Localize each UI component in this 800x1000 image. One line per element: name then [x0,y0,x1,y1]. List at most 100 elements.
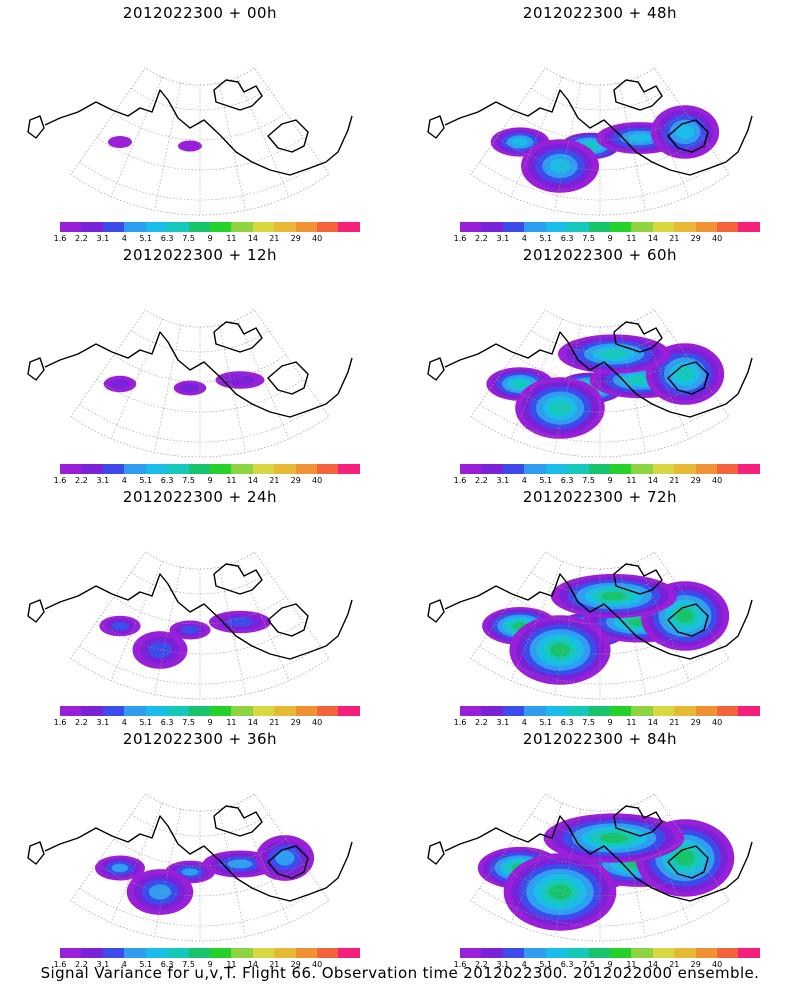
colorbar-swatch [81,222,103,232]
colorbar-swatch [124,464,146,474]
meridian-gridline [510,561,563,681]
colorbar-swatch [60,464,82,474]
colorbar [460,948,760,958]
colorbar-tick-label: 40 [712,718,723,727]
colorbar-swatch [524,222,546,232]
forecast-map-panel: 2012022300 + 60h 1.6 2.2 3.1 4 5.1 6.3 7.5 9 11 14… [400,242,800,487]
colorbar-swatch [209,464,232,474]
colorbar-tick-label: 4 [121,476,127,485]
colorbar-swatch [631,464,653,474]
latitude-gridline [113,112,287,141]
colorbar-tick-label: 4 [521,234,527,243]
colorbar-swatch [295,706,318,716]
colorbar-tick-label: 7.5 [582,234,595,243]
colorbar-tick-label: 1.6 [453,234,467,243]
meridian-gridline [110,803,163,923]
latitude-gridline [513,112,687,141]
coastline [213,79,263,111]
colorbar-tick-label: 7.5 [182,718,195,727]
colorbar-swatch [167,464,189,474]
colorbar [460,706,760,716]
colorbar-swatch [545,948,568,958]
colorbar-tick-label: 29 [690,476,701,485]
colorbar-tick-label: 21 [669,718,680,727]
meridian-gridline [510,77,563,197]
map-boundary [470,67,730,216]
coastline [444,89,753,176]
colorbar-tick-label: 11 [226,718,237,727]
colorbar-tick-label: 2.2 [475,476,488,485]
meridian-gridline [554,82,582,211]
map-boundary [70,793,330,942]
colorbar [60,222,360,232]
colorbar-swatch [295,222,318,232]
coastline [213,321,263,353]
colorbar-tick-label: 40 [312,960,323,969]
colorbar-swatch [674,222,696,232]
colorbar-swatch [81,706,103,716]
colorbar-swatch [167,222,189,232]
colorbar-tick-label: 40 [712,476,723,485]
meridian-gridline [637,561,690,681]
meridian-gridline [237,561,290,681]
colorbar-tick-label: 6.3 [160,960,174,969]
colorbar-tick-label: 1.6 [53,234,67,243]
meridian-gridline [154,808,182,937]
colorbar-swatch [717,948,739,958]
latitude-gridline [479,887,721,927]
colorbar-swatch [60,222,82,232]
colorbar-swatch [317,464,339,474]
colorbar-swatch [145,222,168,232]
colorbar-swatch [567,706,589,716]
colorbar-swatch [102,464,125,474]
colorbar [60,948,360,958]
colorbar-swatch [167,948,189,958]
colorbar-swatch [209,706,232,716]
coastline [667,845,709,879]
colorbar-tick-label: 11 [226,960,237,969]
coastline [613,563,663,595]
colorbar-swatch [460,706,482,716]
coastline [44,815,353,902]
colorbar-swatch [338,706,360,716]
colorbar-tick-label: 3.1 [496,234,510,243]
colorbar-swatch [252,464,275,474]
coastline [667,603,709,637]
forecast-map-panel: 2012022300 + 24h 1.6 2.2 3.1 4 5.1 6.3 7.5 9 11 14… [0,484,400,729]
colorbar-swatch [188,948,210,958]
latitude-gridline [113,596,287,625]
colorbar-labels: 1.6 2.2 3.1 4 5.1 6.3 7.5 9 11 14 21 29 40 [454,476,760,486]
variance-contour [512,380,528,388]
variance-contour [599,833,629,843]
meridian-gridline [110,561,163,681]
colorbar-tick-label: 4 [521,476,527,485]
colorbar-tick-label: 2.2 [75,234,88,243]
colorbar-tick-label: 29 [290,476,301,485]
colorbar-tick-label: 3.1 [96,234,110,243]
variance-contour [226,617,254,627]
variance-contour [227,859,253,869]
colorbar-swatch [102,948,125,958]
coastline [267,845,309,879]
colorbar-tick-label: 3.1 [96,960,110,969]
latitude-gridline [513,838,687,867]
map-boundary [470,551,730,700]
coastline [427,599,445,623]
colorbar-tick-label: 6.3 [560,476,574,485]
colorbar-tick-label: 11 [626,960,637,969]
colorbar-swatch [652,706,675,716]
variance-contour [178,140,202,152]
colorbar-swatch [81,464,103,474]
colorbar-swatch [631,222,653,232]
latitude-gridline [479,161,721,201]
colorbar-tick-label: 40 [712,234,723,243]
coastline [427,115,445,139]
colorbar-swatch [460,222,482,232]
coastline [427,357,445,381]
colorbar-tick-label: 9 [207,234,213,243]
forecast-map-panel: 2012022300 + 00h 1.6 2.2 3.1 4 5.1 6.3 7.5 9 11 14… [0,0,400,245]
colorbar-swatch [524,948,546,958]
colorbar-tick-label: 1.6 [453,960,467,969]
latitude-gridline [530,814,669,837]
meridian-gridline [554,324,582,453]
